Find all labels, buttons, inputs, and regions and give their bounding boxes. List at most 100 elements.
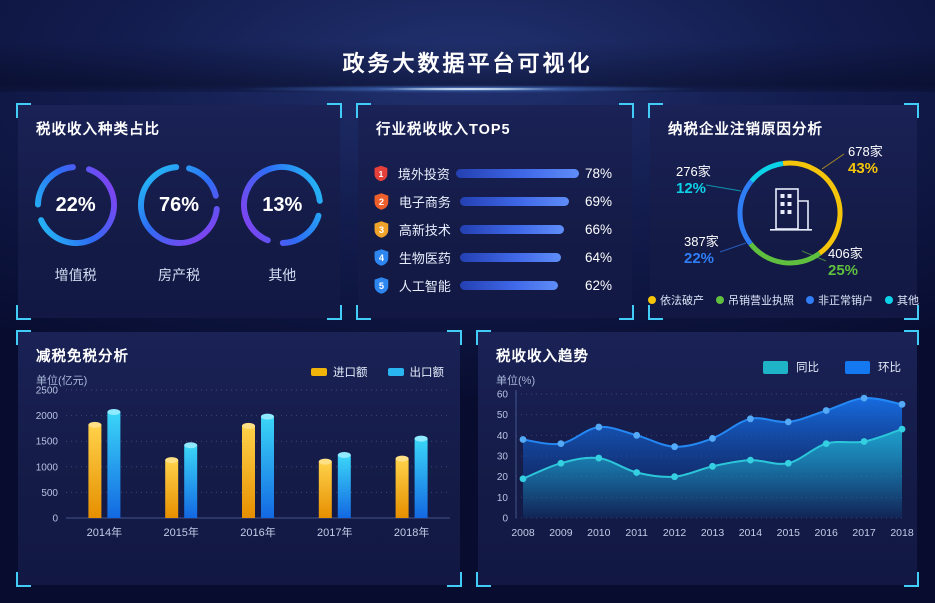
industry-bar-track [460,224,579,234]
svg-text:2017年: 2017年 [317,525,352,539]
cancellation-donut-chart: 678家 43% 406家 25% 387家 22% 276家 12% [650,135,917,295]
svg-text:2018年: 2018年 [394,525,429,539]
ring-chart: 76% 房产税 [129,159,229,285]
corner-bracket [904,330,919,345]
header: 政务大数据平台可视化 [0,0,935,100]
industry-bar-track [460,252,579,262]
legend-item[interactable]: 非正常销户 [806,292,873,308]
legend-item[interactable]: 其他 [885,292,919,308]
ring-donut: 76% [133,159,225,251]
corner-bracket [356,305,371,320]
svg-text:2011: 2011 [625,527,648,539]
svg-text:1000: 1000 [36,462,59,473]
legend-dot [648,296,656,304]
header-glow-core [392,88,543,90]
svg-text:2017: 2017 [852,527,876,539]
industry-label: 境外投资 [397,166,450,182]
legend-label: 进口额 [333,367,368,379]
panel-title: 税收收入趋势 [496,349,589,365]
unit-label: 单位(%) [496,375,536,387]
corner-bracket [16,330,31,345]
svg-text:2016年: 2016年 [240,525,275,539]
industry-value: 78% [584,165,612,181]
ring-charts: 22% 增值税 76% 房产税 13% 其他 [18,159,340,285]
svg-text:2016: 2016 [815,527,839,539]
corner-bracket [476,330,491,345]
industry-label: 电子商务 [398,194,451,210]
legend-item[interactable]: 出口额 [387,364,444,380]
donut-callout: 678家 43% [848,143,883,177]
industry-label: 人工智能 [398,278,451,294]
svg-text:50: 50 [497,410,509,421]
svg-text:2013: 2013 [701,527,725,539]
legend-label: 环比 [878,362,901,374]
svg-text:2018: 2018 [890,527,914,539]
svg-text:2014年: 2014年 [87,525,122,539]
industry-bar [455,168,579,178]
corner-bracket [619,305,634,320]
donut-callout: 387家 22% [684,233,719,267]
callout-percent: 43% [848,160,879,177]
svg-text:30: 30 [497,452,509,463]
rank-badge-icon: 4 [374,248,389,266]
legend-item[interactable]: 同比 [763,359,819,375]
corner-bracket [16,572,31,587]
svg-text:2000: 2000 [36,411,59,422]
industry-value: 69% [584,193,612,209]
legend-item[interactable]: 进口额 [311,364,368,380]
legend-label: 非正常销户 [818,295,873,307]
svg-text:2015年: 2015年 [163,525,198,539]
top5-row: 1 境外投资 78% [374,159,616,187]
svg-text:2009: 2009 [549,527,573,539]
donut-callout: 406家 25% [828,245,863,279]
legend-dot [806,296,814,304]
industry-bar-track [460,280,579,290]
legend-item[interactable]: 依法破产 [648,292,704,308]
corner-bracket [16,103,31,118]
corner-bracket [619,103,634,118]
ring-chart: 13% 其他 [232,159,332,285]
rank-badge-icon: 3 [374,220,389,238]
corner-bracket [904,103,919,118]
svg-text:500: 500 [41,488,58,499]
legend-item[interactable]: 吊销营业执照 [716,292,794,308]
ring-chart: 22% 增值税 [26,159,126,285]
legend-swatch [845,360,870,374]
callout-count: 406家 [828,246,863,261]
legend-label: 其他 [897,295,919,307]
svg-text:60: 60 [497,390,509,401]
top5-row: 4 生物医药 64% [374,243,616,271]
building-icon [770,188,812,231]
ring-label: 其他 [268,267,297,283]
callout-percent: 22% [684,250,715,267]
corner-bracket [904,305,919,320]
rank-badge-icon: 5 [374,276,389,294]
corner-bracket [476,572,491,587]
panel-title: 纳税企业注销原因分析 [668,122,823,138]
ring-value: 22% [55,193,96,216]
panel-tax-trend: 税收收入趋势 同比 环比 单位(%) 0 10 20 30 40 50 60 2008 2009 2… [476,330,919,587]
industry-bar-track [455,168,579,178]
top5-row: 3 高新技术 66% [374,215,616,243]
svg-text:4: 4 [379,253,385,263]
top5-list: 1 境外投资 78% 2 电子商务 69% 3 高新技术 66% 4 生物医药 64% 5 人工智能 62% [358,159,632,299]
donut-callout: 276家 12% [676,163,711,197]
panel-cancellation: 纳税企业注销原因分析 678家 43% 406家 25% 387家 22% 276家 12% … [648,103,919,320]
legend-swatch [311,368,327,376]
svg-text:1500: 1500 [36,437,59,448]
callout-percent: 12% [676,180,707,197]
industry-bar-track [460,196,579,206]
panel-tax-type: 税收收入种类占比 22% 增值税 76% 房产税 13% 其他 [16,103,342,320]
legend-dot [885,296,893,304]
corner-bracket [648,103,663,118]
area-chart-legend: 同比 环比 [763,359,901,375]
svg-text:2008: 2008 [511,527,535,539]
header-band [0,42,935,92]
legend-item[interactable]: 环比 [845,359,901,375]
panel-industry-top5: 行业税收收入TOP5 1 境外投资 78% 2 电子商务 69% 3 高新技术 66% 4 生物医药… [356,103,634,320]
top5-row: 5 人工智能 62% [374,271,616,299]
industry-label: 高新技术 [398,222,451,238]
bar-chart-legend: 进口额 出口额 [311,364,444,380]
ring-label: 房产税 [157,267,200,283]
